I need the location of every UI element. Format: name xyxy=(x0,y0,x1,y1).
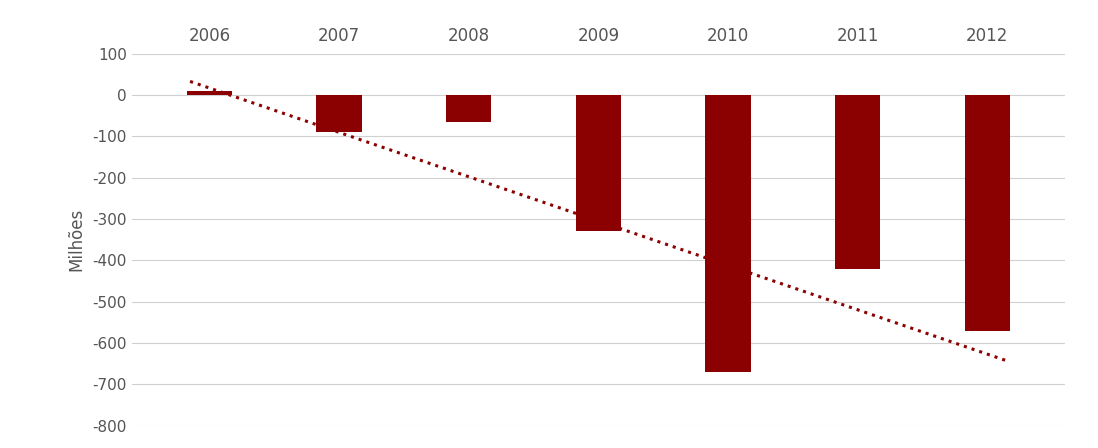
Bar xyxy=(834,95,881,269)
Bar xyxy=(575,95,621,232)
Bar xyxy=(446,95,492,122)
Y-axis label: Milhões: Milhões xyxy=(67,208,86,271)
Bar xyxy=(705,95,751,372)
Bar xyxy=(316,95,362,132)
Bar xyxy=(187,91,232,95)
Bar xyxy=(965,95,1010,331)
